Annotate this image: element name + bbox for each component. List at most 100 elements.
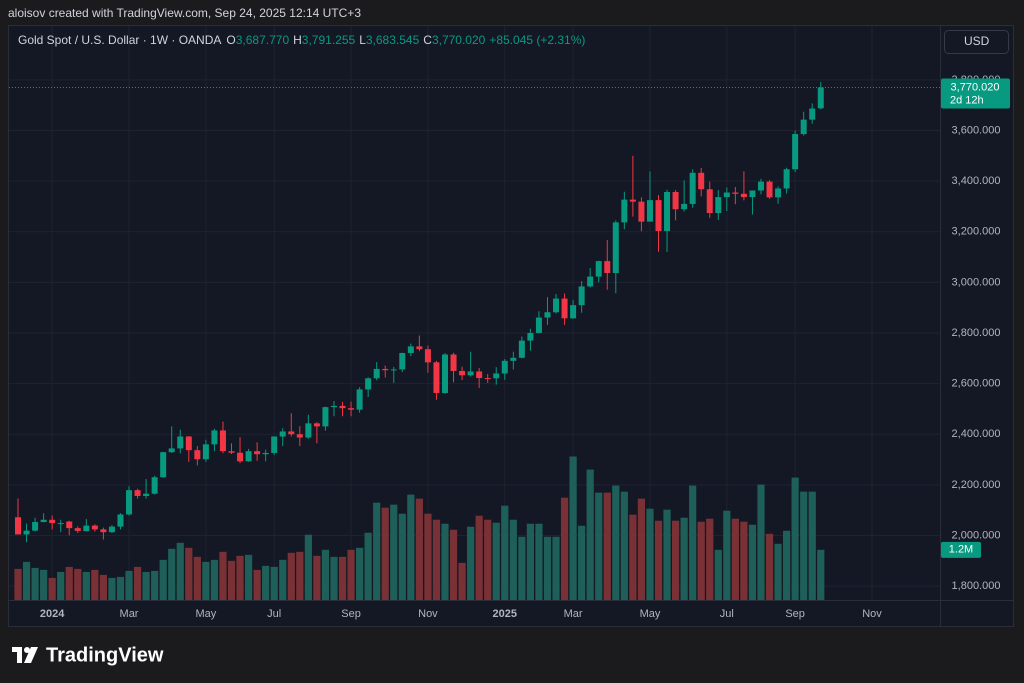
candle-body — [638, 201, 645, 222]
footer-logo — [12, 647, 38, 663]
x-tick-label: 2025 — [493, 608, 517, 620]
candle-body — [578, 286, 585, 306]
volume-bar — [313, 555, 321, 600]
volume-bar — [509, 519, 517, 600]
volume-bar — [800, 491, 808, 600]
volume-bar — [82, 571, 90, 600]
volume-bar — [244, 554, 253, 600]
volume-bar — [526, 523, 534, 600]
candle-body — [40, 519, 47, 523]
volume-bar — [706, 518, 714, 600]
attribution: aloisov created with TradingView.com, Se… — [8, 6, 361, 20]
volume-bar — [91, 569, 99, 600]
volume-bar — [518, 536, 526, 600]
volume-bar — [364, 532, 372, 600]
candle-body — [587, 276, 594, 287]
candle-body — [792, 134, 799, 170]
candle-body — [108, 526, 115, 533]
candle-body — [185, 436, 192, 451]
volume-bar — [236, 555, 244, 600]
volume-bar — [415, 498, 423, 600]
x-tick-label: Jul — [267, 608, 281, 620]
logo-stem — [17, 647, 22, 663]
candle-body — [228, 451, 235, 453]
volume-bar — [697, 521, 705, 600]
candle-body — [32, 522, 39, 531]
candle-body — [570, 305, 577, 319]
volume-bar — [629, 514, 637, 600]
volume-bar — [176, 542, 184, 600]
candle-body — [416, 346, 423, 350]
candle-body — [83, 525, 90, 532]
volume-bar — [14, 568, 22, 600]
y-tick-label: 3,400.000 — [952, 175, 1001, 187]
volume-bar — [133, 566, 142, 600]
candle-body — [655, 200, 662, 231]
candle-body — [202, 444, 209, 460]
volume-bar — [227, 560, 236, 600]
candle-body — [510, 357, 517, 361]
candle-body — [424, 349, 431, 363]
candle-body — [783, 169, 790, 189]
candle-body — [373, 368, 380, 379]
currency-button[interactable] — [944, 30, 1009, 54]
volume-bar — [99, 574, 107, 600]
volume-bar — [279, 559, 287, 600]
volume-bar — [723, 510, 731, 600]
volume-pane — [14, 456, 825, 600]
volume-bar — [484, 519, 492, 600]
volume-bar — [304, 534, 312, 600]
volume-bar — [116, 576, 125, 600]
volume-bar — [424, 513, 432, 600]
x-tick-label: May — [640, 608, 661, 620]
candle-body — [723, 192, 730, 198]
volume-bar — [321, 549, 330, 600]
candle-body — [74, 528, 81, 531]
candle-body — [237, 452, 244, 462]
volume-bar — [783, 530, 791, 600]
volume-bar — [22, 561, 31, 600]
candle-body — [305, 423, 312, 438]
volume-bar — [603, 492, 611, 600]
volume-bar — [748, 524, 757, 600]
x-tick-label: Sep — [341, 608, 361, 620]
candle-body — [459, 370, 466, 376]
last-price-badge — [941, 78, 1010, 109]
candle-body — [442, 354, 448, 393]
legend-value: 3,791.255 — [302, 33, 356, 47]
y-tick-label: 2,000.000 — [952, 529, 1001, 541]
candle-body — [715, 197, 722, 214]
x-tick-label: Jul — [720, 608, 734, 620]
candle-body — [775, 188, 782, 198]
volume-bar — [398, 513, 406, 600]
x-tick-label: Sep — [785, 608, 805, 620]
volume-bar — [74, 568, 82, 600]
candle-body — [646, 200, 653, 222]
candle-body — [664, 192, 671, 231]
logo-slash — [24, 647, 38, 663]
candle-body — [809, 108, 816, 120]
volume-bar — [740, 521, 748, 600]
candle-body — [177, 436, 184, 449]
candle-body — [254, 451, 261, 455]
candle-body — [15, 517, 21, 535]
candle-body — [313, 423, 320, 427]
candle-body — [117, 514, 124, 527]
currency-label[interactable]: USD — [964, 34, 990, 48]
volume-bar — [731, 518, 739, 600]
candle-body — [365, 378, 372, 390]
candle-body — [151, 477, 158, 494]
legend-value: 3,770.020 — [432, 33, 486, 47]
y-tick-label: 3,000.000 — [952, 276, 1001, 288]
legend-value: 3,683.545 — [366, 33, 420, 47]
candle-body — [194, 450, 201, 460]
candle-body — [604, 261, 611, 274]
candle-body — [245, 451, 252, 462]
volume-bar — [689, 485, 697, 600]
countdown-label: 2d 12h — [950, 94, 984, 106]
volume-bar — [646, 508, 654, 600]
volume-bar — [501, 505, 509, 600]
volume-bar — [296, 551, 304, 600]
volume-bar — [287, 552, 295, 600]
candle-body — [433, 362, 440, 393]
